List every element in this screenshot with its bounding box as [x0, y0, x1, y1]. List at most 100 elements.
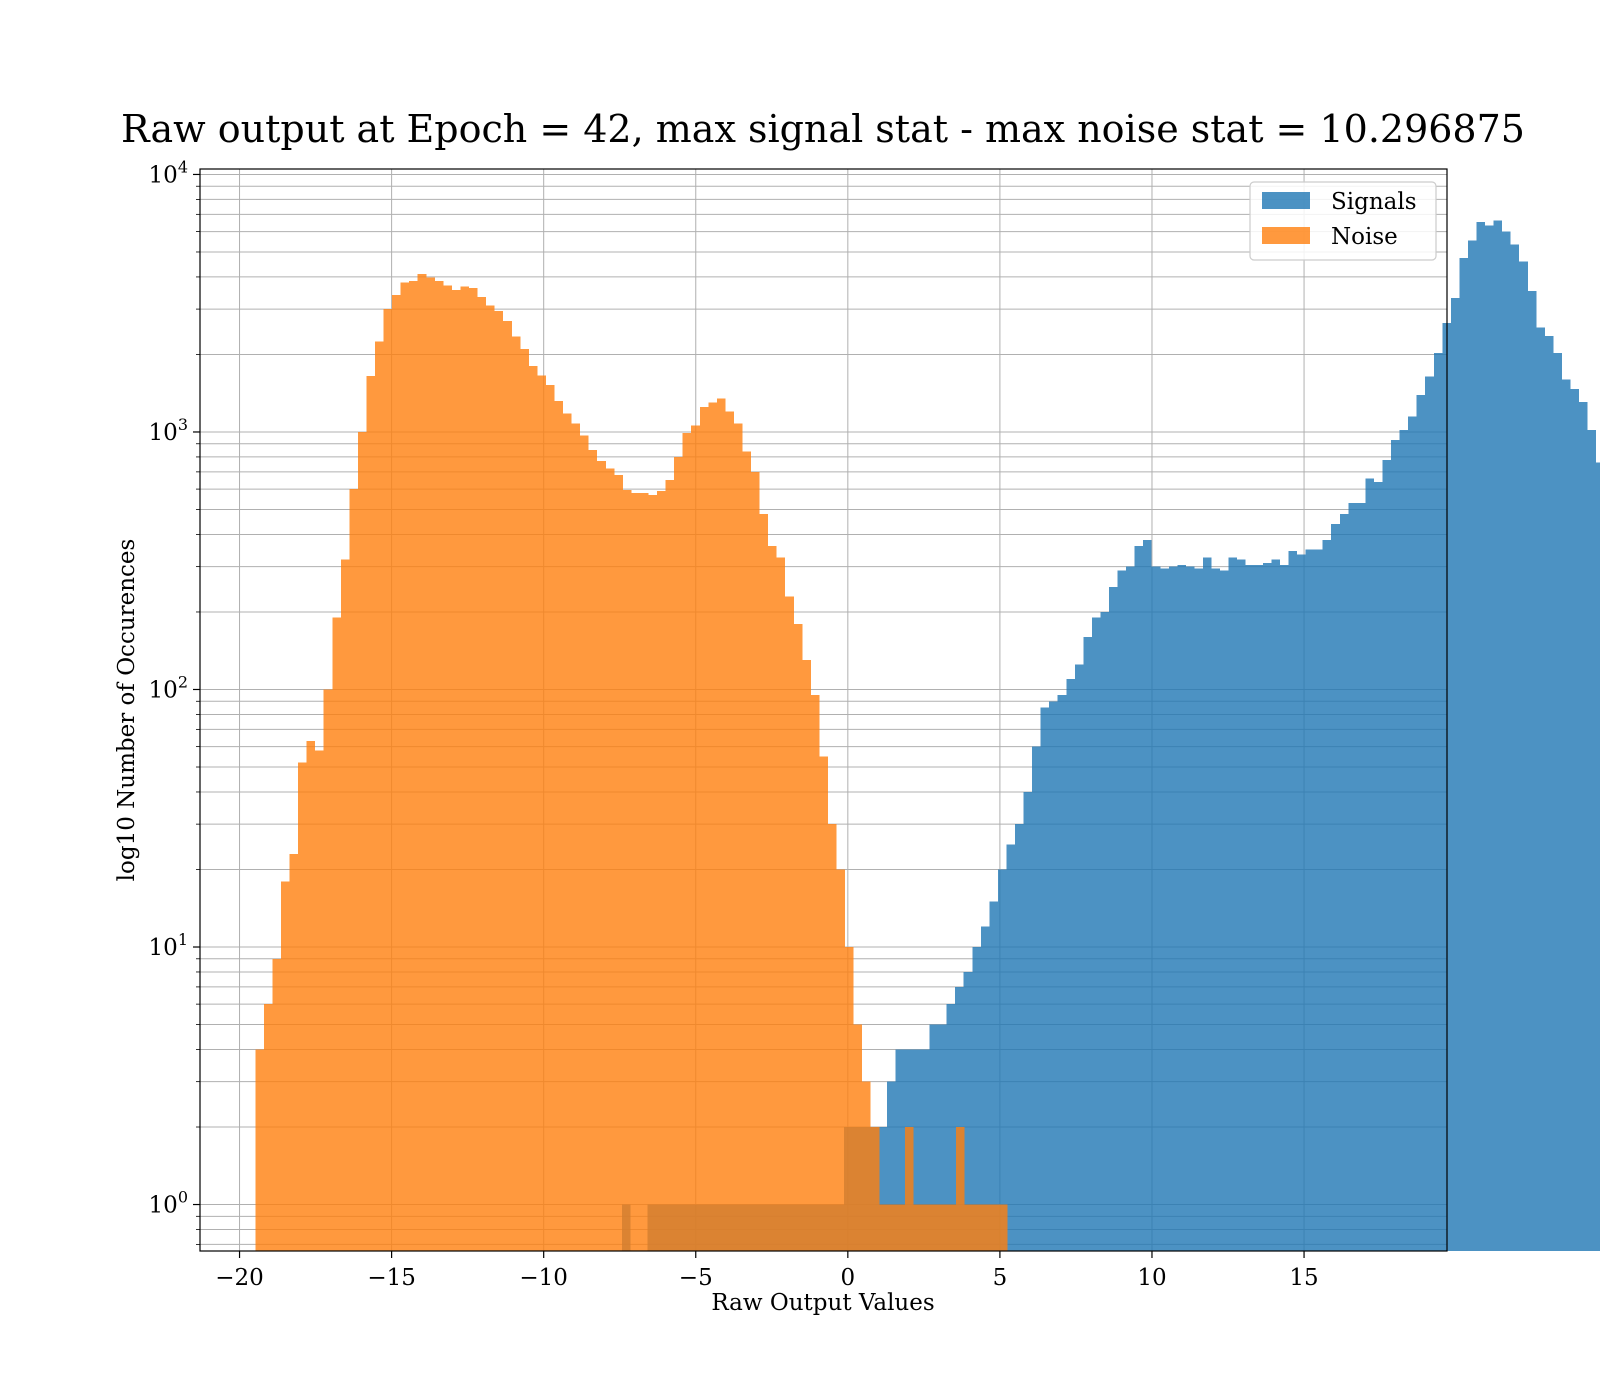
bar-signals — [1100, 611, 1110, 1251]
bar-noise — [904, 1127, 914, 1251]
bar-noise — [930, 1204, 940, 1251]
bar-noise — [751, 471, 760, 1251]
y-tick-label: 102 — [149, 672, 188, 703]
bar-signals — [1057, 695, 1067, 1251]
x-axis-label: Raw Output Values — [711, 1290, 934, 1316]
bar-noise — [708, 402, 717, 1251]
bar-signals — [1177, 564, 1186, 1251]
x-tick-label: −15 — [367, 1265, 416, 1291]
bar-signals — [1561, 379, 1571, 1252]
bar-signals — [1109, 587, 1118, 1251]
bar-signals — [1262, 562, 1272, 1251]
bar-noise — [810, 695, 820, 1251]
bar-noise — [503, 320, 512, 1252]
bar-signals — [1459, 257, 1468, 1251]
bar-signals — [955, 986, 964, 1251]
bar-noise — [332, 617, 341, 1251]
bar-noise — [964, 1204, 974, 1251]
bar-noise — [682, 433, 692, 1251]
bar-signals — [1023, 791, 1033, 1251]
y-tick-base: 10 — [149, 935, 178, 961]
bar-noise — [323, 689, 333, 1251]
bar-noise — [793, 623, 803, 1251]
bar-noise — [725, 411, 734, 1251]
bar-noise — [357, 431, 367, 1251]
bar-noise — [272, 958, 281, 1251]
bar-noise — [306, 741, 316, 1251]
bar-signals — [1527, 291, 1537, 1252]
bar-signals — [1203, 557, 1212, 1251]
bar-noise — [819, 756, 828, 1251]
x-tick-label: 15 — [1289, 1265, 1318, 1291]
bar-noise — [563, 413, 572, 1251]
bar-signals — [1356, 502, 1366, 1251]
y-tick-exponent: 4 — [178, 157, 188, 176]
bar-signals — [1322, 540, 1332, 1251]
bar-noise — [691, 425, 700, 1251]
bar-signals — [1168, 566, 1178, 1251]
legend-swatch-signals — [1262, 192, 1310, 209]
bar-noise — [768, 546, 777, 1251]
bar-signals — [963, 971, 973, 1251]
bar-noise — [639, 492, 649, 1252]
bar-signals — [1510, 244, 1520, 1252]
bar-signals — [1544, 335, 1554, 1251]
bar-noise — [588, 450, 598, 1251]
bar-signals — [895, 1049, 904, 1251]
bar-signals — [1091, 617, 1101, 1251]
bar-noise — [554, 400, 564, 1251]
bar-noise — [383, 309, 393, 1251]
bar-signals — [878, 1127, 887, 1251]
bar-noise — [622, 490, 632, 1251]
y-tick-base: 10 — [149, 1193, 178, 1219]
bar-signals — [1228, 557, 1238, 1251]
bar-noise — [973, 1204, 982, 1251]
bar-noise — [400, 282, 410, 1251]
bar-noise — [870, 1127, 880, 1251]
y-tick-exponent: 0 — [178, 1188, 188, 1207]
bar-noise — [545, 385, 555, 1252]
bar-noise — [716, 398, 726, 1251]
bar-noise — [785, 596, 794, 1251]
legend-label-signals: Signals — [1331, 189, 1417, 215]
histogram-bars — [255, 220, 1600, 1252]
bar-signals — [1297, 554, 1306, 1251]
bar-signals — [1185, 566, 1195, 1251]
legend-label-noise: Noise — [1331, 224, 1398, 250]
bar-signals — [1485, 225, 1494, 1252]
bar-signals — [1237, 559, 1246, 1251]
bar-noise — [896, 1204, 905, 1251]
bar-signals — [1587, 429, 1597, 1251]
bar-signals — [1245, 564, 1255, 1251]
bar-signals — [1271, 559, 1280, 1251]
x-tick-label: −5 — [679, 1265, 713, 1291]
bar-noise — [298, 762, 307, 1251]
bar-noise — [315, 750, 324, 1251]
bar-signals — [938, 1024, 947, 1251]
bar-signals — [1032, 746, 1041, 1251]
bar-noise — [434, 281, 444, 1251]
bar-noise — [366, 375, 376, 1251]
bar-noise — [990, 1204, 999, 1251]
bar-noise — [862, 1081, 871, 1251]
y-tick-base: 10 — [149, 420, 178, 446]
bar-noise — [956, 1127, 965, 1251]
bar-signals — [1220, 570, 1229, 1251]
bar-noise — [631, 492, 640, 1252]
bar-noise — [921, 1204, 931, 1251]
bar-noise — [648, 494, 658, 1252]
x-tick-label: −20 — [215, 1265, 264, 1291]
bar-noise — [845, 947, 854, 1251]
bar-signals — [1117, 570, 1127, 1251]
bar-signals — [1305, 549, 1315, 1251]
bar-noise — [409, 281, 418, 1251]
bar-noise — [571, 423, 581, 1252]
bar-noise — [759, 514, 769, 1251]
x-tick-label: 5 — [993, 1265, 1008, 1291]
bar-signals — [1536, 327, 1545, 1251]
plot-area-frame — [199, 168, 1448, 1252]
bar-noise — [375, 341, 384, 1252]
bar-noise — [605, 468, 615, 1252]
bar-noise — [511, 336, 521, 1251]
